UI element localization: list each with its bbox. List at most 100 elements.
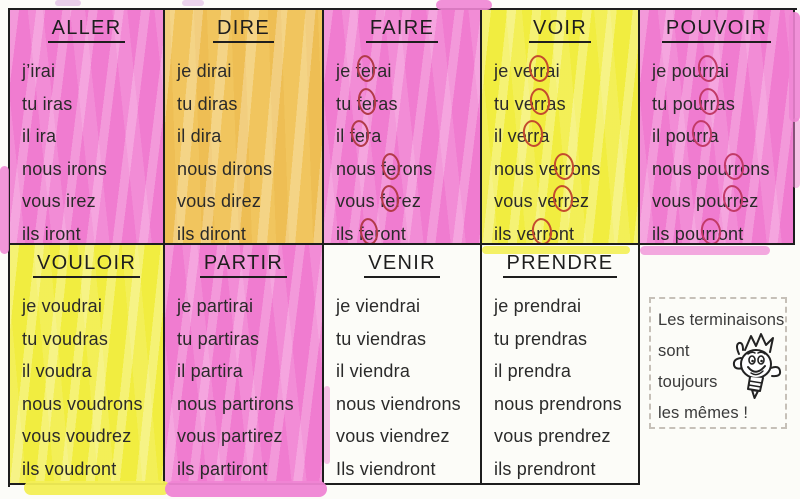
conjugation-line: il prendra xyxy=(494,361,572,381)
verb-title: PRENDRE xyxy=(502,252,618,278)
highlighter-smudge-bottom-yellow xyxy=(24,481,170,495)
conjugation-line: vous direz xyxy=(177,191,262,211)
lightbulb-mascot-icon xyxy=(732,333,782,399)
note-line: sont xyxy=(658,342,690,360)
verb-cell-aller: ALLER j’irai tu iras il ira nous irons vous i… xyxy=(10,10,165,245)
conjugation-line: il pourra xyxy=(652,126,719,146)
red-circle-annotation: e xyxy=(385,191,396,211)
conjugation-line: ils diront xyxy=(177,223,247,244)
conjugation-line: je prendrai xyxy=(494,296,582,316)
verb-table: ALLER j’irai tu iras il ira nous irons vous i… xyxy=(8,8,797,487)
conjugation-line: je pourrai xyxy=(652,61,730,81)
note-line: Les terminaisons xyxy=(658,311,785,329)
note-line: les mêmes ! xyxy=(658,404,749,422)
verb-title: VOULOIR xyxy=(32,252,141,278)
conjugation-line: nous dirons xyxy=(177,158,273,179)
verb-cell-dire: DIRE je dirai tu diras il dira nous dirons vo… xyxy=(165,10,324,245)
conjugation-line: je viendrai xyxy=(336,296,421,316)
conjugation-line: ils partiront xyxy=(177,458,268,479)
highlighter-smudge-top-left xyxy=(55,0,81,6)
conjugation-line: ils prendront xyxy=(494,458,596,479)
verb-title: ALLER xyxy=(47,17,126,43)
conjugation-line: nous irons xyxy=(22,158,108,179)
conjugation-line: il voudra xyxy=(22,361,92,381)
note-cell: Les terminaisons sont toujours les mêmes… xyxy=(640,245,795,485)
verb-title: FAIRE xyxy=(365,17,439,43)
red-circle-annotation: rr xyxy=(534,93,547,114)
conjugation-line: ils voudront xyxy=(22,458,117,479)
highlighter-smudge-notecell-top xyxy=(640,246,770,255)
highlighter-smudge-right-tail xyxy=(792,118,800,188)
conjugation-line: il verra xyxy=(494,126,550,146)
verb-title: VOIR xyxy=(528,17,592,43)
conjugation-line: tu partiras xyxy=(177,328,260,349)
conjugation-line: Ils viendront xyxy=(336,458,436,479)
conjugation-line: il fera xyxy=(336,126,382,146)
conjugation-line: ils feront xyxy=(336,223,407,244)
conjugation-line: nous voudrons xyxy=(22,393,143,414)
conjugation-line: tu pourras xyxy=(652,93,736,114)
conjugation-line: nous pourrons xyxy=(652,158,770,179)
red-circle-annotation: rr xyxy=(702,61,715,81)
conjugation-line: nous ferons xyxy=(336,158,433,179)
red-circle-annotation: e xyxy=(364,223,375,244)
highlighter-smudge-top xyxy=(436,0,492,10)
verb-title: VENIR xyxy=(364,252,440,278)
red-circle-annotation: rr xyxy=(726,191,740,211)
verb-title: DIRE xyxy=(213,17,274,43)
conjugation-line: tu diras xyxy=(177,93,238,114)
conjugation-line: nous viendrons xyxy=(336,393,461,414)
conjugation-line: vous pourrez xyxy=(652,191,759,211)
highlighter-smudge-bottom-pink xyxy=(165,481,327,497)
verb-cell-pouvoir: POUVOIR je pourrai tu pourras il pourra nous… xyxy=(640,10,795,245)
conjugation-line: j’irai xyxy=(22,61,56,81)
note-line: toujours xyxy=(658,373,718,391)
conjugation-line: tu verras xyxy=(494,93,566,114)
conjugation-line: vous irez xyxy=(22,191,96,211)
conjugation-line: nous partirons xyxy=(177,393,294,414)
red-circle-annotation: e xyxy=(354,126,366,146)
highlighter-smudge-top-mid xyxy=(182,0,204,6)
red-circle-annotation: rr xyxy=(557,191,570,211)
conjugation-line: tu voudras xyxy=(22,328,109,349)
conjugation-line: je dirai xyxy=(177,61,232,81)
conjugation-line: vous ferez xyxy=(336,191,422,211)
red-circle-annotation: rr xyxy=(705,223,718,244)
conjugation-line: tu viendras xyxy=(336,328,427,349)
verb-cell-venir: VENIR je viendrai tu viendras il viendra nou… xyxy=(324,245,482,485)
verb-title: POUVOIR xyxy=(661,17,772,43)
highlighter-smudge-right-edge xyxy=(789,12,800,122)
verb-cell-faire: FAIRE je ferai tu feras il fera nous ferons v… xyxy=(324,10,482,245)
verb-title: PARTIR xyxy=(199,252,288,278)
conjugation-line: il dira xyxy=(177,126,222,146)
verb-cell-vouloir: VOULOIR je voudrai tu voudras il voudra nous… xyxy=(10,245,165,485)
conjugation-line: nous verrons xyxy=(494,158,601,179)
highlighter-smudge-venir-left xyxy=(324,386,330,464)
conjugation-line: il ira xyxy=(22,126,57,146)
red-circle-annotation: rr xyxy=(533,61,546,81)
conjugation-line: je verrai xyxy=(494,61,560,81)
conjugation-line: tu iras xyxy=(22,93,73,114)
verb-cell-voir: VOIR je verrai tu verras il verra nous verro… xyxy=(482,10,640,245)
red-circle-annotation: e xyxy=(360,61,372,81)
verb-cell-partir: PARTIR je partirai tu partiras il partira no… xyxy=(165,245,324,485)
conjugation-line: vous verrez xyxy=(494,191,590,211)
conjugation-line: il viendra xyxy=(336,361,411,381)
conjugation-line: je partirai xyxy=(177,296,254,316)
red-circle-annotation: e xyxy=(361,93,373,114)
red-circle-annotation: rr xyxy=(703,93,716,114)
conjugation-line: tu feras xyxy=(336,93,398,114)
conjugation-line: je ferai xyxy=(336,61,392,81)
red-circle-annotation: rr xyxy=(558,158,571,179)
conjugation-line: je voudrai xyxy=(22,296,103,316)
conjugation-line: ils pourront xyxy=(652,223,744,244)
red-circle-annotation: rr xyxy=(536,223,549,244)
conjugation-line: vous voudrez xyxy=(22,426,132,446)
conjugation-line: il partira xyxy=(177,361,244,381)
conjugation-line: vous partirez xyxy=(177,426,283,446)
red-circle-annotation: rr xyxy=(727,158,741,179)
conjugation-line: ils verront xyxy=(494,223,575,244)
conjugation-line: vous viendrez xyxy=(336,426,450,446)
highlighter-smudge-prendre-top xyxy=(482,246,630,254)
